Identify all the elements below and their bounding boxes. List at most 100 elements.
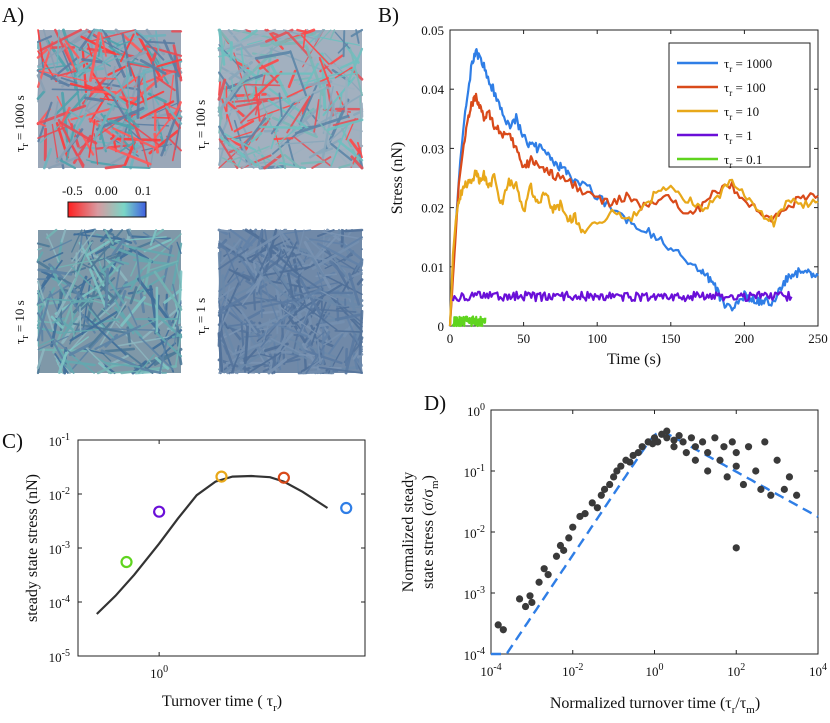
fiber bbox=[108, 146, 152, 166]
fiber bbox=[305, 339, 322, 366]
fiber bbox=[348, 272, 361, 306]
fiber bbox=[138, 336, 174, 370]
fiber bbox=[258, 341, 270, 352]
fiber bbox=[327, 118, 364, 132]
fiber bbox=[230, 348, 242, 374]
fiber bbox=[284, 29, 313, 60]
panel-d-points bbox=[494, 427, 801, 634]
fiber bbox=[289, 86, 325, 104]
fiber bbox=[259, 125, 303, 130]
fiber bbox=[286, 77, 330, 98]
fiber bbox=[71, 229, 97, 262]
y-tick-label: 10-3 bbox=[464, 585, 485, 602]
x-tick-label: 250 bbox=[808, 331, 828, 346]
fiber bbox=[239, 308, 258, 334]
fiber bbox=[49, 290, 64, 326]
fiber bbox=[259, 353, 274, 359]
fiber bbox=[104, 164, 126, 170]
fiber bbox=[56, 317, 74, 331]
fibers-tau-10 bbox=[36, 228, 183, 375]
fiber bbox=[53, 101, 59, 122]
data-point bbox=[552, 552, 561, 560]
fiber bbox=[357, 353, 364, 359]
data-point bbox=[613, 467, 621, 475]
data-point bbox=[560, 546, 568, 554]
series-line bbox=[451, 315, 487, 328]
fiber bbox=[302, 62, 320, 91]
fiber bbox=[79, 306, 82, 334]
series-line bbox=[448, 169, 819, 327]
fiber bbox=[37, 286, 46, 305]
fiber bbox=[72, 322, 130, 335]
fiber bbox=[88, 268, 108, 311]
fiber bbox=[329, 359, 333, 375]
fiber bbox=[244, 28, 252, 33]
fiber bbox=[98, 265, 125, 304]
fiber bbox=[333, 304, 362, 309]
fiber bbox=[218, 53, 232, 58]
fiber bbox=[321, 102, 335, 160]
fiber bbox=[114, 28, 121, 34]
fiber bbox=[60, 228, 67, 243]
data-point bbox=[610, 473, 618, 481]
data-point bbox=[597, 491, 605, 499]
fiber bbox=[56, 29, 60, 66]
fiber bbox=[57, 347, 75, 374]
fiber bbox=[122, 166, 151, 169]
fiber bbox=[41, 273, 51, 288]
fiber bbox=[239, 101, 263, 124]
fiber bbox=[311, 300, 328, 345]
fiber bbox=[107, 370, 141, 374]
fiber bbox=[134, 29, 165, 61]
fiber bbox=[329, 260, 346, 278]
fibers-tau-100 bbox=[217, 28, 364, 170]
fiber bbox=[241, 146, 271, 169]
data-point bbox=[679, 438, 687, 446]
data-point bbox=[732, 462, 740, 470]
fiber bbox=[51, 277, 68, 286]
y-tick-label: 10-3 bbox=[49, 540, 70, 557]
data-point bbox=[606, 480, 614, 489]
snapshot-label-tau-10: τr = 10 s bbox=[12, 300, 31, 344]
fiber bbox=[350, 28, 364, 38]
fiber bbox=[111, 76, 138, 98]
panel-c-ylabel: steady state stress (nN) bbox=[24, 474, 41, 622]
fiber bbox=[281, 247, 329, 262]
fiber bbox=[315, 273, 338, 278]
fiber bbox=[102, 129, 124, 151]
fiber bbox=[334, 66, 353, 79]
fiber bbox=[55, 136, 77, 164]
fiber bbox=[325, 121, 363, 133]
data-point bbox=[540, 565, 548, 573]
data-point bbox=[711, 434, 719, 442]
y-tick-label: 0.01 bbox=[421, 260, 444, 275]
fiber bbox=[294, 228, 300, 245]
fiber bbox=[112, 76, 127, 111]
fiber bbox=[335, 306, 350, 310]
fiber bbox=[243, 331, 249, 365]
fiber bbox=[267, 99, 313, 132]
data-point bbox=[565, 534, 573, 542]
legend-label: τr = 100 bbox=[724, 80, 766, 98]
fiber bbox=[57, 276, 82, 290]
fiber bbox=[94, 28, 116, 35]
fiber bbox=[228, 268, 251, 282]
fiber bbox=[116, 40, 131, 47]
data-point bbox=[773, 456, 781, 464]
series-line bbox=[451, 290, 793, 303]
fiber bbox=[96, 263, 122, 289]
fiber bbox=[88, 308, 116, 340]
fiber bbox=[153, 270, 183, 311]
data-point bbox=[617, 462, 625, 470]
fiber bbox=[57, 351, 68, 374]
data-point bbox=[670, 443, 678, 451]
fiber bbox=[229, 83, 244, 102]
fiber bbox=[89, 31, 101, 82]
fiber bbox=[227, 78, 255, 92]
fiber bbox=[54, 28, 73, 66]
fiber bbox=[135, 90, 165, 106]
fiber bbox=[156, 58, 183, 68]
fiber bbox=[141, 367, 162, 375]
curve-marker bbox=[340, 501, 353, 515]
fiber bbox=[91, 94, 120, 144]
